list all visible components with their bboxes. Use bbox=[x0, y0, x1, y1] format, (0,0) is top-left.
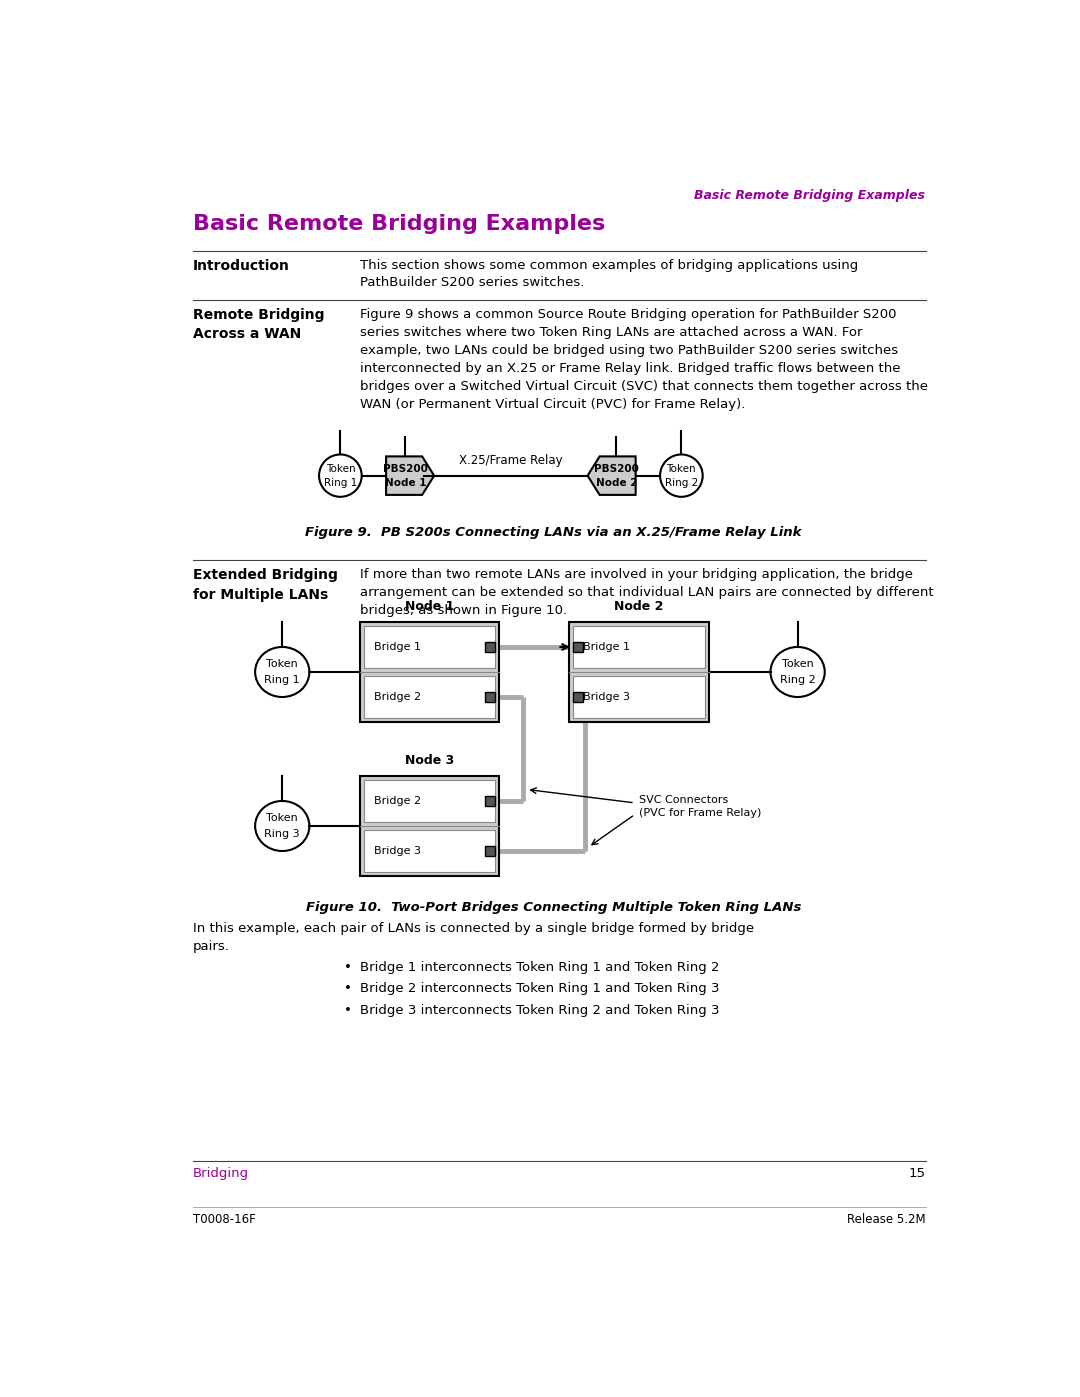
FancyBboxPatch shape bbox=[572, 626, 704, 668]
Polygon shape bbox=[588, 457, 636, 495]
Text: Extended Bridging
for Multiple LANs: Extended Bridging for Multiple LANs bbox=[193, 569, 338, 602]
Text: Bridge 2: Bridge 2 bbox=[374, 796, 421, 806]
Text: Bridging: Bridging bbox=[193, 1166, 249, 1180]
Text: Ring 1: Ring 1 bbox=[324, 478, 357, 489]
Text: Bridge 3: Bridge 3 bbox=[374, 847, 421, 856]
Text: Bridge 1: Bridge 1 bbox=[583, 643, 630, 652]
Ellipse shape bbox=[660, 454, 703, 497]
FancyBboxPatch shape bbox=[485, 796, 496, 806]
Text: If more than two remote LANs are involved in your bridging application, the brid: If more than two remote LANs are involve… bbox=[360, 569, 933, 617]
FancyBboxPatch shape bbox=[364, 676, 496, 718]
Text: SVC Connectors
(PVC for Frame Relay): SVC Connectors (PVC for Frame Relay) bbox=[638, 795, 761, 819]
FancyBboxPatch shape bbox=[485, 847, 496, 856]
Text: Bridge 3 interconnects Token Ring 2 and Token Ring 3: Bridge 3 interconnects Token Ring 2 and … bbox=[360, 1004, 719, 1017]
Text: •: • bbox=[345, 982, 352, 995]
Text: Token: Token bbox=[267, 659, 298, 669]
Text: Token: Token bbox=[666, 464, 697, 474]
Text: Remote Bridging
Across a WAN: Remote Bridging Across a WAN bbox=[193, 307, 325, 341]
Text: Release 5.2M: Release 5.2M bbox=[847, 1214, 926, 1227]
Text: Ring 3: Ring 3 bbox=[265, 828, 300, 838]
Text: Basic Remote Bridging Examples: Basic Remote Bridging Examples bbox=[694, 189, 926, 203]
Text: Ring 2: Ring 2 bbox=[780, 675, 815, 685]
FancyBboxPatch shape bbox=[572, 692, 583, 703]
Text: Figure 9.  PB S200s Connecting LANs via an X.25/Frame Relay Link: Figure 9. PB S200s Connecting LANs via a… bbox=[306, 525, 801, 539]
Text: Token: Token bbox=[782, 659, 813, 669]
Text: Bridge 2: Bridge 2 bbox=[374, 692, 421, 703]
Text: Ring 2: Ring 2 bbox=[665, 478, 698, 489]
FancyBboxPatch shape bbox=[485, 643, 496, 652]
Text: Node 1: Node 1 bbox=[405, 599, 455, 613]
Text: This section shows some common examples of bridging applications using
PathBuild: This section shows some common examples … bbox=[360, 258, 858, 289]
Text: Token: Token bbox=[267, 813, 298, 823]
Text: Bridge 2 interconnects Token Ring 1 and Token Ring 3: Bridge 2 interconnects Token Ring 1 and … bbox=[360, 982, 719, 995]
Text: Node 2: Node 2 bbox=[595, 478, 637, 489]
Text: Introduction: Introduction bbox=[193, 258, 291, 272]
FancyBboxPatch shape bbox=[360, 622, 499, 722]
Text: Figure 9 shows a common Source Route Bridging operation for PathBuilder S200
ser: Figure 9 shows a common Source Route Bri… bbox=[360, 307, 928, 411]
FancyBboxPatch shape bbox=[360, 775, 499, 876]
FancyBboxPatch shape bbox=[572, 643, 583, 652]
FancyBboxPatch shape bbox=[364, 830, 496, 872]
FancyBboxPatch shape bbox=[364, 780, 496, 823]
Text: Bridge 3: Bridge 3 bbox=[583, 692, 630, 703]
Text: Node 1: Node 1 bbox=[384, 478, 427, 489]
Text: Node 2: Node 2 bbox=[615, 599, 663, 613]
Text: Bridge 1: Bridge 1 bbox=[374, 643, 421, 652]
FancyBboxPatch shape bbox=[364, 626, 496, 668]
Text: •: • bbox=[345, 1004, 352, 1017]
Text: PBS200: PBS200 bbox=[594, 464, 638, 474]
Text: Figure 10.  Two-Port Bridges Connecting Multiple Token Ring LANs: Figure 10. Two-Port Bridges Connecting M… bbox=[306, 901, 801, 914]
Text: •: • bbox=[345, 961, 352, 974]
Text: Node 3: Node 3 bbox=[405, 754, 454, 767]
Text: 15: 15 bbox=[908, 1166, 926, 1180]
FancyBboxPatch shape bbox=[569, 622, 708, 722]
Ellipse shape bbox=[770, 647, 825, 697]
Text: PBS200: PBS200 bbox=[383, 464, 428, 474]
Text: Bridge 1 interconnects Token Ring 1 and Token Ring 2: Bridge 1 interconnects Token Ring 1 and … bbox=[360, 961, 719, 974]
Text: Basic Remote Bridging Examples: Basic Remote Bridging Examples bbox=[193, 214, 606, 233]
Text: Ring 1: Ring 1 bbox=[265, 675, 300, 685]
Text: Token: Token bbox=[325, 464, 355, 474]
Ellipse shape bbox=[319, 454, 362, 497]
FancyBboxPatch shape bbox=[485, 692, 496, 703]
Ellipse shape bbox=[255, 800, 309, 851]
Text: In this example, each pair of LANs is connected by a single bridge formed by bri: In this example, each pair of LANs is co… bbox=[193, 922, 754, 953]
FancyBboxPatch shape bbox=[572, 676, 704, 718]
Polygon shape bbox=[387, 457, 434, 495]
Text: X.25/Frame Relay: X.25/Frame Relay bbox=[459, 454, 563, 467]
Ellipse shape bbox=[255, 647, 309, 697]
Text: T0008-16F: T0008-16F bbox=[193, 1214, 256, 1227]
